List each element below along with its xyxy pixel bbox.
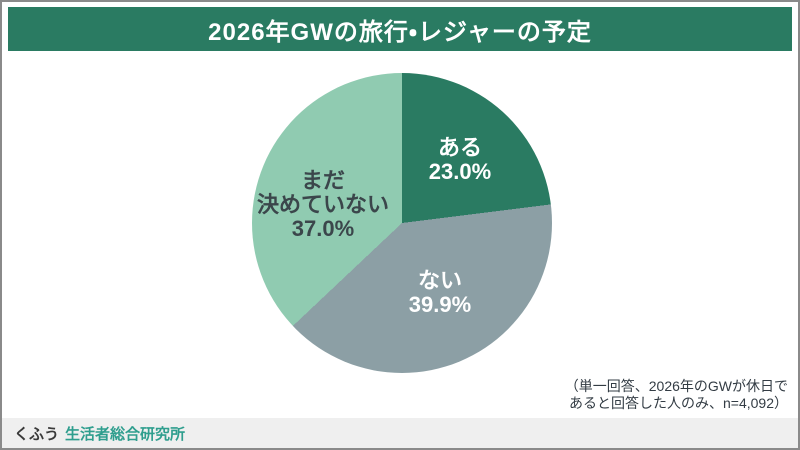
survey-footnote-line2: あると回答した人のみ、n=4,092） [569,395,788,411]
header-bar: 2026年GWの旅行・レジャーの予定 [8,7,792,51]
survey-footnote-line1: （単一回答、2026年のGWが休日で [564,378,788,394]
survey-footnote: （単一回答、2026年のGWが休日で あると回答した人のみ、n=4,092） [565,378,788,412]
brand-logo-institute: 生活者総合研究所 [65,425,186,443]
brand-logo-kufu: くふう [14,425,60,443]
pie-chart [252,73,552,373]
page-title: 2026年GWの旅行・レジャーの予定 [208,18,592,46]
footer-bar: くふう 生活者総合研究所 [2,418,798,448]
